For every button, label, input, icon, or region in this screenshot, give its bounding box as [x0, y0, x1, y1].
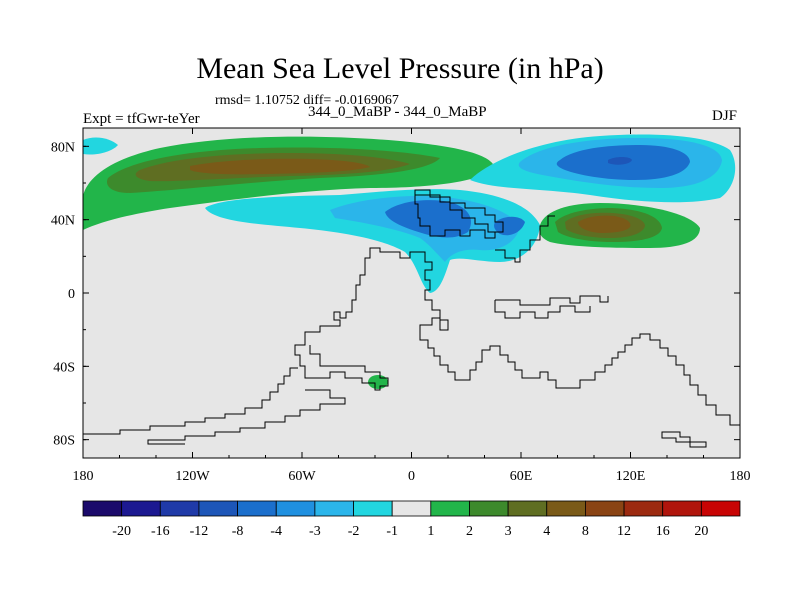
colorbar-label: 12 — [617, 524, 631, 539]
experiment-label: Expt = tfGwr-teYer — [83, 111, 200, 127]
coastline-europe-africa — [294, 189, 504, 391]
coastline-south-america — [83, 367, 346, 445]
colorbar-label: -2 — [348, 524, 360, 539]
anomaly-band-4 — [190, 158, 370, 175]
x-tick-label: 0 — [408, 469, 415, 484]
y-tick-label: 40S — [53, 360, 75, 375]
x-tick-label: 180 — [730, 469, 751, 484]
colorbar-label: -1 — [386, 524, 398, 539]
anomaly-band-8 — [608, 157, 632, 165]
colorbar-swatch — [585, 500, 625, 517]
anomaly-band-18 — [368, 375, 388, 389]
x-tick-label: 180 — [73, 469, 94, 484]
coastlines — [83, 189, 740, 448]
y-tick-label: 80S — [53, 434, 75, 449]
colorbar-label: -20 — [112, 524, 131, 539]
colorbar-swatch — [391, 500, 432, 517]
colorbar-swatch — [662, 500, 702, 517]
x-tick-label: 120E — [616, 469, 646, 484]
colorbar-swatch — [121, 500, 161, 517]
colorbar-label: 3 — [505, 524, 512, 539]
colorbar-swatch — [353, 500, 393, 517]
colorbar-label: 20 — [694, 524, 708, 539]
colorbar-swatch — [314, 500, 354, 517]
anomaly-band-17 — [578, 215, 631, 233]
colorbar-label: 1 — [427, 524, 434, 539]
y-tick-label: 40N — [51, 214, 75, 229]
rmsd-diff-label: rmsd= 1.10752 diff= -0.0169067 — [215, 93, 399, 108]
colorbar: -20 -16 -12 -8 -4 -3 -2 -1 1 2 3 4 8 12 16 20 — [82, 500, 741, 539]
coastline-africa-east — [418, 251, 740, 426]
x-tick-label: 60E — [510, 469, 533, 484]
x-tick-label: 60W — [288, 469, 316, 484]
colorbar-label: 2 — [466, 524, 473, 539]
colorbar-swatch — [469, 500, 509, 517]
anomaly-fields — [83, 134, 736, 389]
y-tick-label: 0 — [68, 287, 75, 302]
colorbar-swatch — [275, 500, 316, 517]
colorbar-label: -3 — [309, 524, 321, 539]
axis-ticks: 180 120W 60W 0 60E 120E 180 80N 40N 0 40S 80S — [51, 128, 751, 484]
season-label: DJF — [712, 108, 738, 124]
colorbar-label: -8 — [232, 524, 244, 539]
coastline-antarctica — [661, 431, 707, 448]
anomaly-band-12 — [385, 200, 471, 238]
colorbar-swatch — [159, 500, 200, 517]
y-tick-label: 80N — [51, 140, 75, 155]
colorbar-swatch — [430, 500, 470, 517]
colorbar-swatch — [546, 500, 586, 517]
colorbar-swatch — [198, 500, 238, 517]
difference-label: 344_0_MaBP - 344_0_MaBP — [308, 104, 487, 120]
colorbar-swatch — [507, 500, 548, 517]
colorbar-swatch — [82, 500, 123, 517]
colorbar-swatch — [700, 500, 741, 517]
coastline-arctic — [415, 194, 495, 233]
colorbar-label: 8 — [582, 524, 589, 539]
colorbar-label: -12 — [190, 524, 209, 539]
colorbar-label: 16 — [656, 524, 670, 539]
colorbar-label: -4 — [270, 524, 282, 539]
chart-title: Mean Sea Level Pressure (in hPa) — [196, 52, 604, 85]
coastline-arabia — [495, 215, 555, 263]
colorbar-label: -16 — [151, 524, 170, 539]
anomaly-band-9 — [83, 137, 118, 155]
coastline-south-asia — [494, 295, 609, 319]
x-tick-label: 120W — [175, 469, 210, 484]
anomaly-band-13 — [494, 216, 525, 236]
colorbar-swatch — [623, 500, 664, 517]
colorbar-label: 4 — [543, 524, 550, 539]
colorbar-swatch — [237, 500, 277, 517]
